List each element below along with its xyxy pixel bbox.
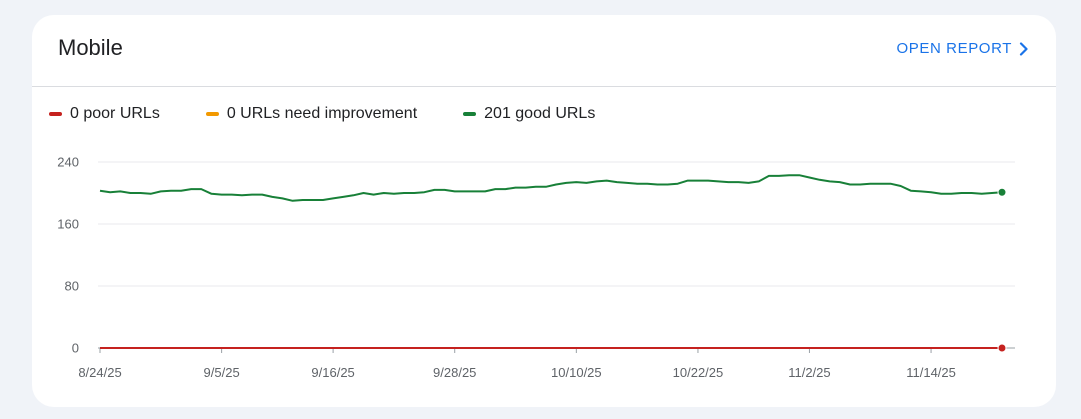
legend-label-good: 201 good URLs — [484, 105, 596, 122]
legend-item-good[interactable]: 201 good URLs — [463, 105, 595, 123]
series-line-good — [99, 174, 1003, 202]
x-tick-label: 10/22/25 — [673, 365, 724, 380]
series-end-point-good — [997, 187, 1007, 197]
legend-item-needs-improvement[interactable]: 0 URLs need improvement — [205, 105, 418, 123]
core-web-vitals-card: Mobile OPEN REPORT 0 poor URLs 0 URLs ne… — [32, 15, 1056, 407]
y-tick-label: 240 — [57, 155, 79, 170]
x-tick-label: 11/14/25 — [906, 365, 956, 380]
x-tick-label: 9/28/25 — [433, 365, 476, 380]
legend-swatch-needs-improvement — [205, 112, 219, 116]
url-trend-chart: 0 80 160 240 8/24/25 9/5/25 9/16/25 9/28/25 10/1… — [57, 155, 1015, 380]
y-tick-label: 80 — [65, 279, 79, 294]
x-tick-label: 9/16/25 — [311, 365, 354, 380]
x-tick-label: 10/10/25 — [551, 365, 602, 380]
legend-item-poor[interactable]: 0 poor URLs — [49, 105, 160, 123]
chevron-right-icon — [1019, 41, 1028, 56]
chart-legend: 0 poor URLs 0 URLs need improvement 201 … — [49, 105, 595, 123]
y-tick-label: 0 — [72, 341, 79, 356]
legend-label-needs-improvement: 0 URLs need improvement — [226, 105, 418, 122]
card-title: Mobile — [58, 35, 123, 60]
legend-swatch-poor — [49, 112, 62, 116]
x-tick-label: 8/24/25 — [78, 365, 121, 380]
y-tick-label: 160 — [57, 217, 79, 232]
card-header: Mobile OPEN REPORT — [32, 15, 1056, 87]
legend-label-poor: 0 poor URLs — [70, 105, 160, 122]
x-tick-label: 9/5/25 — [204, 365, 240, 380]
x-tick-label: 11/2/25 — [788, 365, 830, 380]
open-report-label: OPEN REPORT — [896, 40, 1012, 57]
open-report-link[interactable]: OPEN REPORT — [896, 40, 1030, 57]
legend-swatch-good — [463, 112, 477, 116]
series-end-point-poor — [997, 343, 1007, 353]
